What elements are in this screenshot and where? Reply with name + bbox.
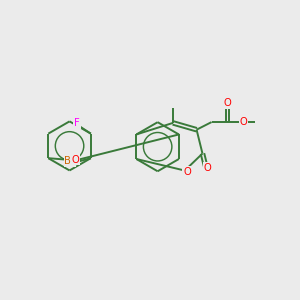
Text: Br: Br (64, 157, 75, 166)
Text: O: O (224, 98, 231, 108)
Text: F: F (74, 118, 80, 128)
Text: O: O (239, 117, 247, 127)
Text: O: O (72, 154, 80, 164)
Text: O: O (183, 167, 191, 177)
Text: O: O (203, 163, 211, 173)
